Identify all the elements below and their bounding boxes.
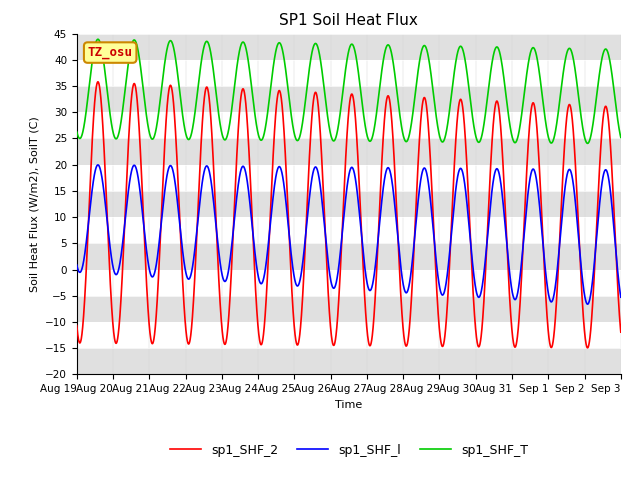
- Bar: [77, 348, 621, 374]
- sp1_SHF_l: [225, 265, 233, 271]
- Legend: sp1_SHF_2, sp1_SHF_l, sp1_SHF_T: sp1_SHF_2, sp1_SHF_l, sp1_SHF_T: [164, 439, 533, 462]
- sp1_SHF_T: [617, 134, 625, 140]
- X-axis label: Time: Time: [335, 400, 362, 409]
- sp1_SHF_T: [73, 129, 81, 135]
- Bar: [77, 243, 621, 270]
- sp1_SHF_2: [617, 329, 625, 335]
- Bar: [77, 86, 621, 112]
- sp1_SHF_T: [189, 120, 197, 126]
- Text: TZ_osu: TZ_osu: [88, 46, 132, 59]
- sp1_SHF_2: [94, 79, 102, 84]
- Bar: [77, 296, 621, 322]
- sp1_SHF_l: [617, 294, 625, 300]
- sp1_SHF_2: [402, 343, 410, 349]
- Y-axis label: Soil Heat Flux (W/m2), SoilT (C): Soil Heat Flux (W/m2), SoilT (C): [29, 116, 40, 292]
- sp1_SHF_2: [225, 312, 233, 318]
- Bar: [77, 138, 621, 165]
- sp1_SHF_l: [189, 257, 197, 263]
- sp1_SHF_l: [617, 293, 625, 299]
- sp1_SHF_T: [584, 141, 591, 146]
- sp1_SHF_T: [94, 36, 102, 42]
- Bar: [77, 191, 621, 217]
- sp1_SHF_2: [584, 345, 591, 351]
- sp1_SHF_2: [73, 323, 81, 328]
- sp1_SHF_l: [73, 262, 81, 268]
- sp1_SHF_2: [189, 298, 197, 303]
- sp1_SHF_l: [402, 290, 410, 296]
- Line: sp1_SHF_l: sp1_SHF_l: [77, 165, 621, 304]
- sp1_SHF_2: [565, 102, 573, 108]
- sp1_SHF_T: [402, 139, 410, 144]
- sp1_SHF_l: [412, 227, 419, 232]
- sp1_SHF_T: [565, 46, 573, 51]
- Line: sp1_SHF_T: sp1_SHF_T: [77, 39, 621, 144]
- sp1_SHF_l: [565, 167, 573, 172]
- Title: SP1 Soil Heat Flux: SP1 Soil Heat Flux: [280, 13, 418, 28]
- sp1_SHF_l: [94, 162, 102, 168]
- Bar: [77, 34, 621, 60]
- sp1_SHF_2: [412, 216, 419, 222]
- Line: sp1_SHF_2: sp1_SHF_2: [77, 82, 621, 348]
- sp1_SHF_T: [617, 134, 625, 140]
- sp1_SHF_2: [617, 328, 625, 334]
- sp1_SHF_T: [225, 126, 233, 132]
- sp1_SHF_T: [412, 90, 419, 96]
- sp1_SHF_l: [584, 301, 591, 307]
